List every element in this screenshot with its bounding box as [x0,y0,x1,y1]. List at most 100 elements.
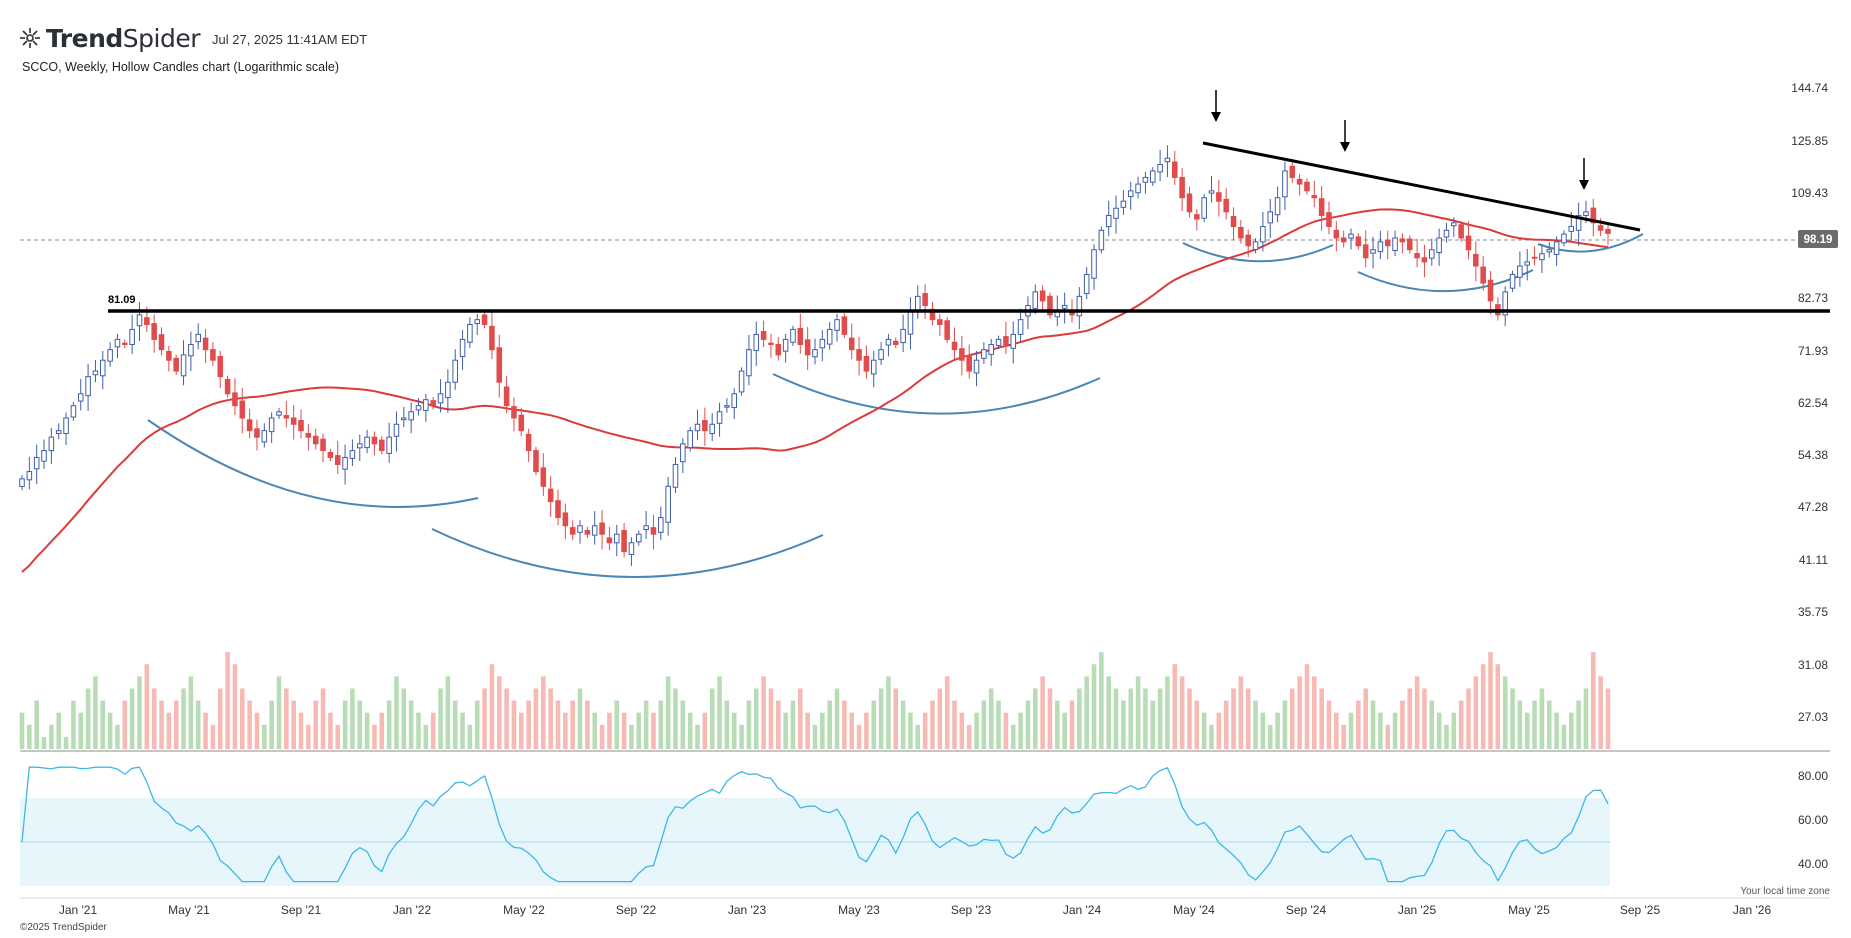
volume-bar [1091,664,1097,749]
volume-bar [225,652,230,749]
candle-body [1524,261,1531,266]
volume-bar [570,700,575,749]
candle-body [474,319,481,325]
candle-body [1399,238,1406,243]
candle-body [1429,249,1435,259]
volume-bar [188,676,194,749]
candle-body [599,522,605,535]
candle-body [569,527,576,535]
candle-body [1083,273,1090,295]
candle-body [129,328,135,345]
candle-body [415,405,422,411]
header: TrendSpider Jul 27, 2025 11:41AM EDT [18,18,367,58]
candles [19,145,1611,566]
candle-body [577,525,583,533]
candle-body [298,420,304,432]
candle-body [26,471,33,481]
candle-body [202,337,209,351]
volume-bar [1010,724,1016,749]
candle-body [1245,234,1251,247]
volume-bar [504,688,509,749]
volume-bar [776,700,781,749]
volume-bar [592,712,597,749]
volume-bar [695,724,700,749]
volume-bar [1260,712,1266,749]
volume-bar [203,712,208,749]
candle-body [158,334,165,351]
candle-body [658,517,664,533]
candle-body [878,349,884,360]
volume-bar [856,724,862,749]
time-tick-label: May '25 [1508,903,1550,917]
volume-bar [408,700,414,749]
candle-body [753,333,760,352]
candle-body [738,370,745,393]
volume-bar [783,712,788,749]
volume-bar [1422,688,1427,749]
candle-body [33,456,40,470]
candle-body [1186,193,1193,213]
volume-bar [1591,652,1596,749]
candle-body [1509,273,1516,289]
volume-bar [511,700,517,749]
candle-body [1517,265,1523,278]
volume-bar [805,712,810,749]
candle-body [151,323,157,340]
volume-bar [673,688,678,749]
candle-body [41,450,47,462]
volume-bar [460,712,465,749]
candle-body [312,435,319,445]
candle-body [283,415,290,419]
volume-bar [1040,676,1045,749]
candle-body [826,328,833,345]
candle-body [122,342,128,345]
volume-bar [269,700,274,749]
volume-bar [636,712,642,749]
volume-bar [1436,712,1442,749]
volume-bar [1304,664,1310,749]
volume-bar [753,688,759,749]
candle-body [261,430,268,443]
candle-body [1590,207,1597,224]
volume-bar [1363,688,1368,749]
volume-bar [988,688,994,749]
candle-body [467,323,473,343]
volume-bar [41,736,47,749]
candle-body [1076,295,1083,317]
volume-bar [864,712,869,749]
volume-bar [1282,700,1288,749]
volume-bar [629,724,634,749]
volume-bar [1165,676,1170,749]
volume-bar [577,688,583,749]
candle-body [1539,253,1545,261]
volume-bar [1025,700,1031,749]
price-tick-label: 54.38 [1798,448,1828,462]
candle-body [1436,237,1442,254]
candle-body [1355,236,1362,247]
volume-bar [878,688,884,749]
candle-body [70,405,77,418]
candle-body [379,439,385,452]
volume-bar [1231,688,1236,749]
price-tick-label: 31.08 [1798,658,1828,672]
volume-bar [416,712,421,749]
candle-body [1546,249,1553,253]
candle-body [643,525,649,531]
volume-bar [886,676,891,749]
volume-bar [1077,688,1082,749]
volume-bar [717,676,722,749]
candle-body [1274,197,1281,216]
volume-panel [19,652,1611,749]
time-tick-label: Sep '23 [951,903,992,917]
volume-bar [1466,688,1471,749]
volume-bar [541,676,546,749]
volume-bar [526,700,531,749]
volume-bar [445,676,451,749]
candle-body [981,349,987,359]
candle-body [555,500,561,519]
volume-bar [709,688,715,749]
candle-body [459,338,466,357]
candle-body [606,537,613,544]
volume-bar [1458,700,1464,749]
price-tick-label: 125.85 [1791,134,1828,148]
